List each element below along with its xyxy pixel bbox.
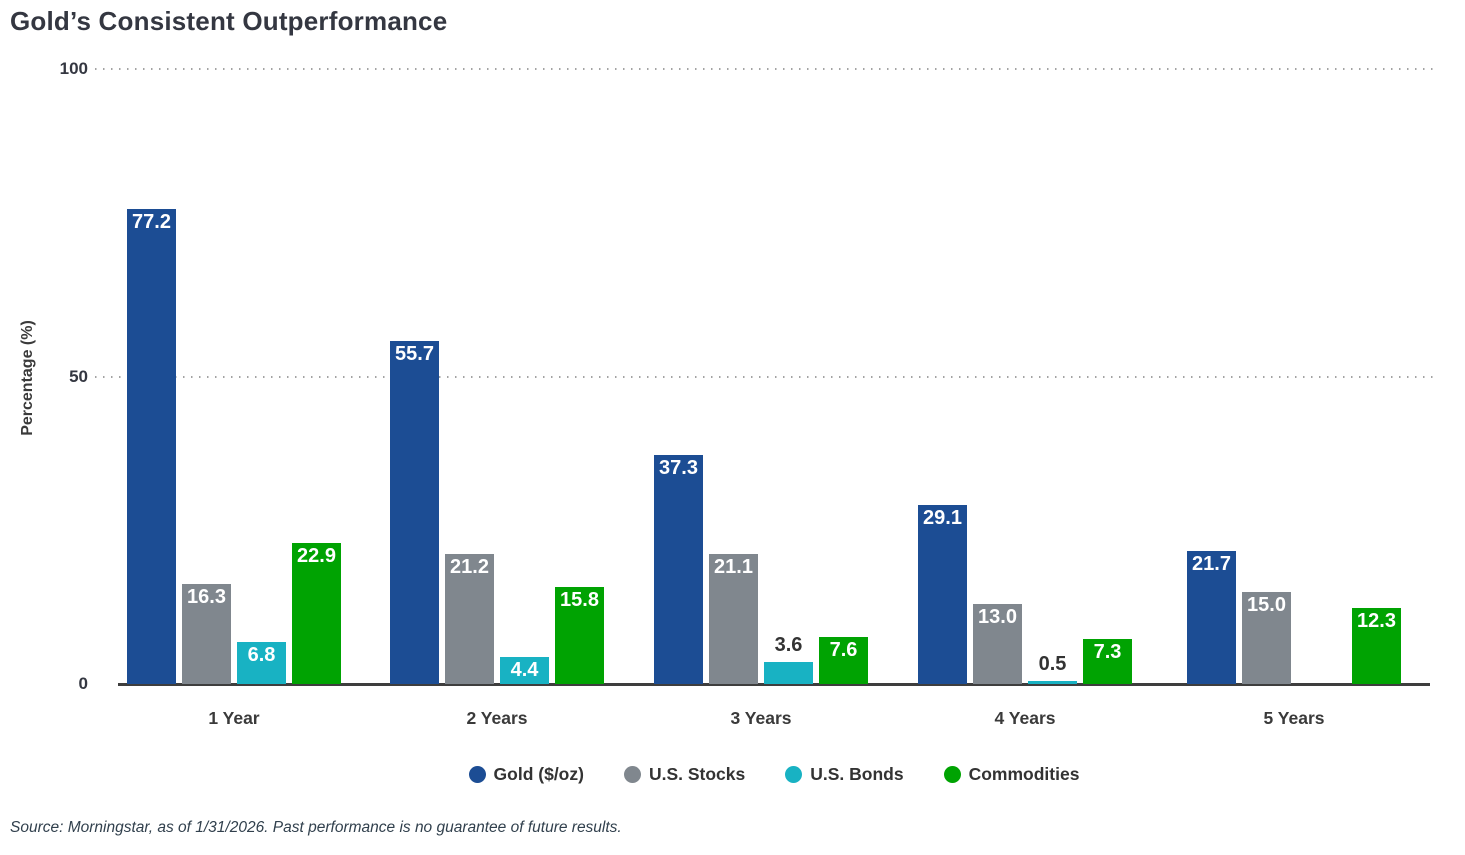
y-tick-label-50: 50 [69, 366, 88, 386]
bar-gold-oz-3-years: 37.3 [654, 455, 703, 684]
legend-label: Commodities [968, 763, 1080, 784]
bar-value-label: 12.3 [1357, 610, 1396, 632]
bar-value-label: 21.1 [714, 556, 753, 578]
x-axis-category-label-3-years: 3 Years [730, 708, 792, 728]
bar-gold-oz-5-years: 21.7 [1187, 551, 1236, 684]
x-axis-category-label-2-years: 2 Years [466, 708, 528, 728]
x-axis-category-label-4-years: 4 Years [994, 708, 1056, 728]
y-tick-label-0: 0 [78, 674, 88, 693]
legend-dot-gold-oz [468, 765, 486, 783]
bar-u-s-bonds-4-years [1028, 681, 1077, 684]
bar-u-s-stocks-1-year: 16.3 [182, 584, 231, 684]
bar-u-s-bonds-3-years [764, 662, 813, 684]
bar-value-label: 15.8 [560, 589, 599, 611]
y-tick-label-100: 100 [59, 59, 88, 78]
bar-value-label: 21.2 [450, 556, 489, 578]
bar-gold-oz-4-years: 29.1 [918, 505, 967, 684]
legend-label: U.S. Stocks [648, 763, 746, 784]
y-axis-label: Percentage (%) [19, 320, 36, 436]
bar-commodities-5-years: 12.3 [1352, 608, 1401, 684]
bar-value-label: 7.6 [829, 639, 858, 661]
x-axis-category-label-1-year: 1 Year [208, 708, 260, 728]
legend-item-gold-oz: Gold ($/oz) [468, 763, 584, 785]
gridline-50 [95, 375, 1433, 378]
bar-value-label: 55.7 [395, 343, 434, 365]
bar-value-label: 16.3 [187, 586, 226, 608]
bar-u-s-stocks-5-years: 15.0 [1242, 592, 1291, 684]
legend-dot-u-s-bonds [785, 765, 803, 783]
bar-u-s-stocks-4-years: 13.0 [973, 604, 1022, 684]
bar-value-label: 77.2 [132, 211, 171, 233]
legend: Gold ($/oz) U.S. Stocks U.S. Bonds Commodit… [118, 759, 1430, 789]
bar-u-s-bonds-1-year: 6.8 [237, 642, 286, 684]
page-title: Gold’s Consistent Outperformance [10, 6, 448, 36]
legend-dot-u-s-stocks [623, 765, 641, 783]
source-note: Source: Morningstar, as of 1/31/2026. Pa… [10, 819, 622, 836]
legend-label: Gold ($/oz) [493, 763, 584, 784]
x-axis-baseline [118, 683, 1430, 686]
bar-value-label: 6.8 [247, 644, 276, 666]
legend-item-commodities: Commodities [943, 763, 1080, 785]
bar-value-label: 22.9 [297, 545, 336, 567]
legend-item-u-s-stocks: U.S. Stocks [623, 763, 746, 785]
bar-value-label: 13.0 [978, 606, 1017, 628]
legend-dot-commodities [943, 765, 961, 783]
bar-u-s-stocks-2-years: 21.2 [445, 554, 494, 684]
bar-u-s-bonds-2-years: 4.4 [500, 657, 549, 684]
bar-u-s-stocks-3-years: 21.1 [709, 554, 758, 684]
bar-commodities-2-years: 15.8 [555, 587, 604, 684]
bar-value-label: 37.3 [659, 457, 698, 479]
bar-value-label: 15.0 [1247, 594, 1286, 616]
legend-label: U.S. Bonds [810, 763, 904, 784]
bar-value-label: 4.4 [510, 659, 539, 681]
bar-gold-oz-2-years: 55.7 [390, 341, 439, 684]
legend-item-u-s-bonds: U.S. Bonds [785, 763, 904, 785]
bar-value-label: 29.1 [923, 507, 962, 529]
bar-value-label: 0.5 [1038, 653, 1067, 675]
bar-commodities-4-years: 7.3 [1083, 639, 1132, 684]
x-axis-category-label-5-years: 5 Years [1263, 708, 1325, 728]
bar-value-label: 3.6 [774, 634, 803, 656]
bar-value-label: 7.3 [1093, 641, 1122, 663]
bar-commodities-3-years: 7.6 [819, 637, 868, 684]
bar-gold-oz-1-year: 77.2 [127, 209, 176, 684]
gridline-100 [95, 68, 1433, 70]
bar-commodities-1-year: 22.9 [292, 543, 341, 684]
bar-value-label: 21.7 [1192, 553, 1231, 575]
